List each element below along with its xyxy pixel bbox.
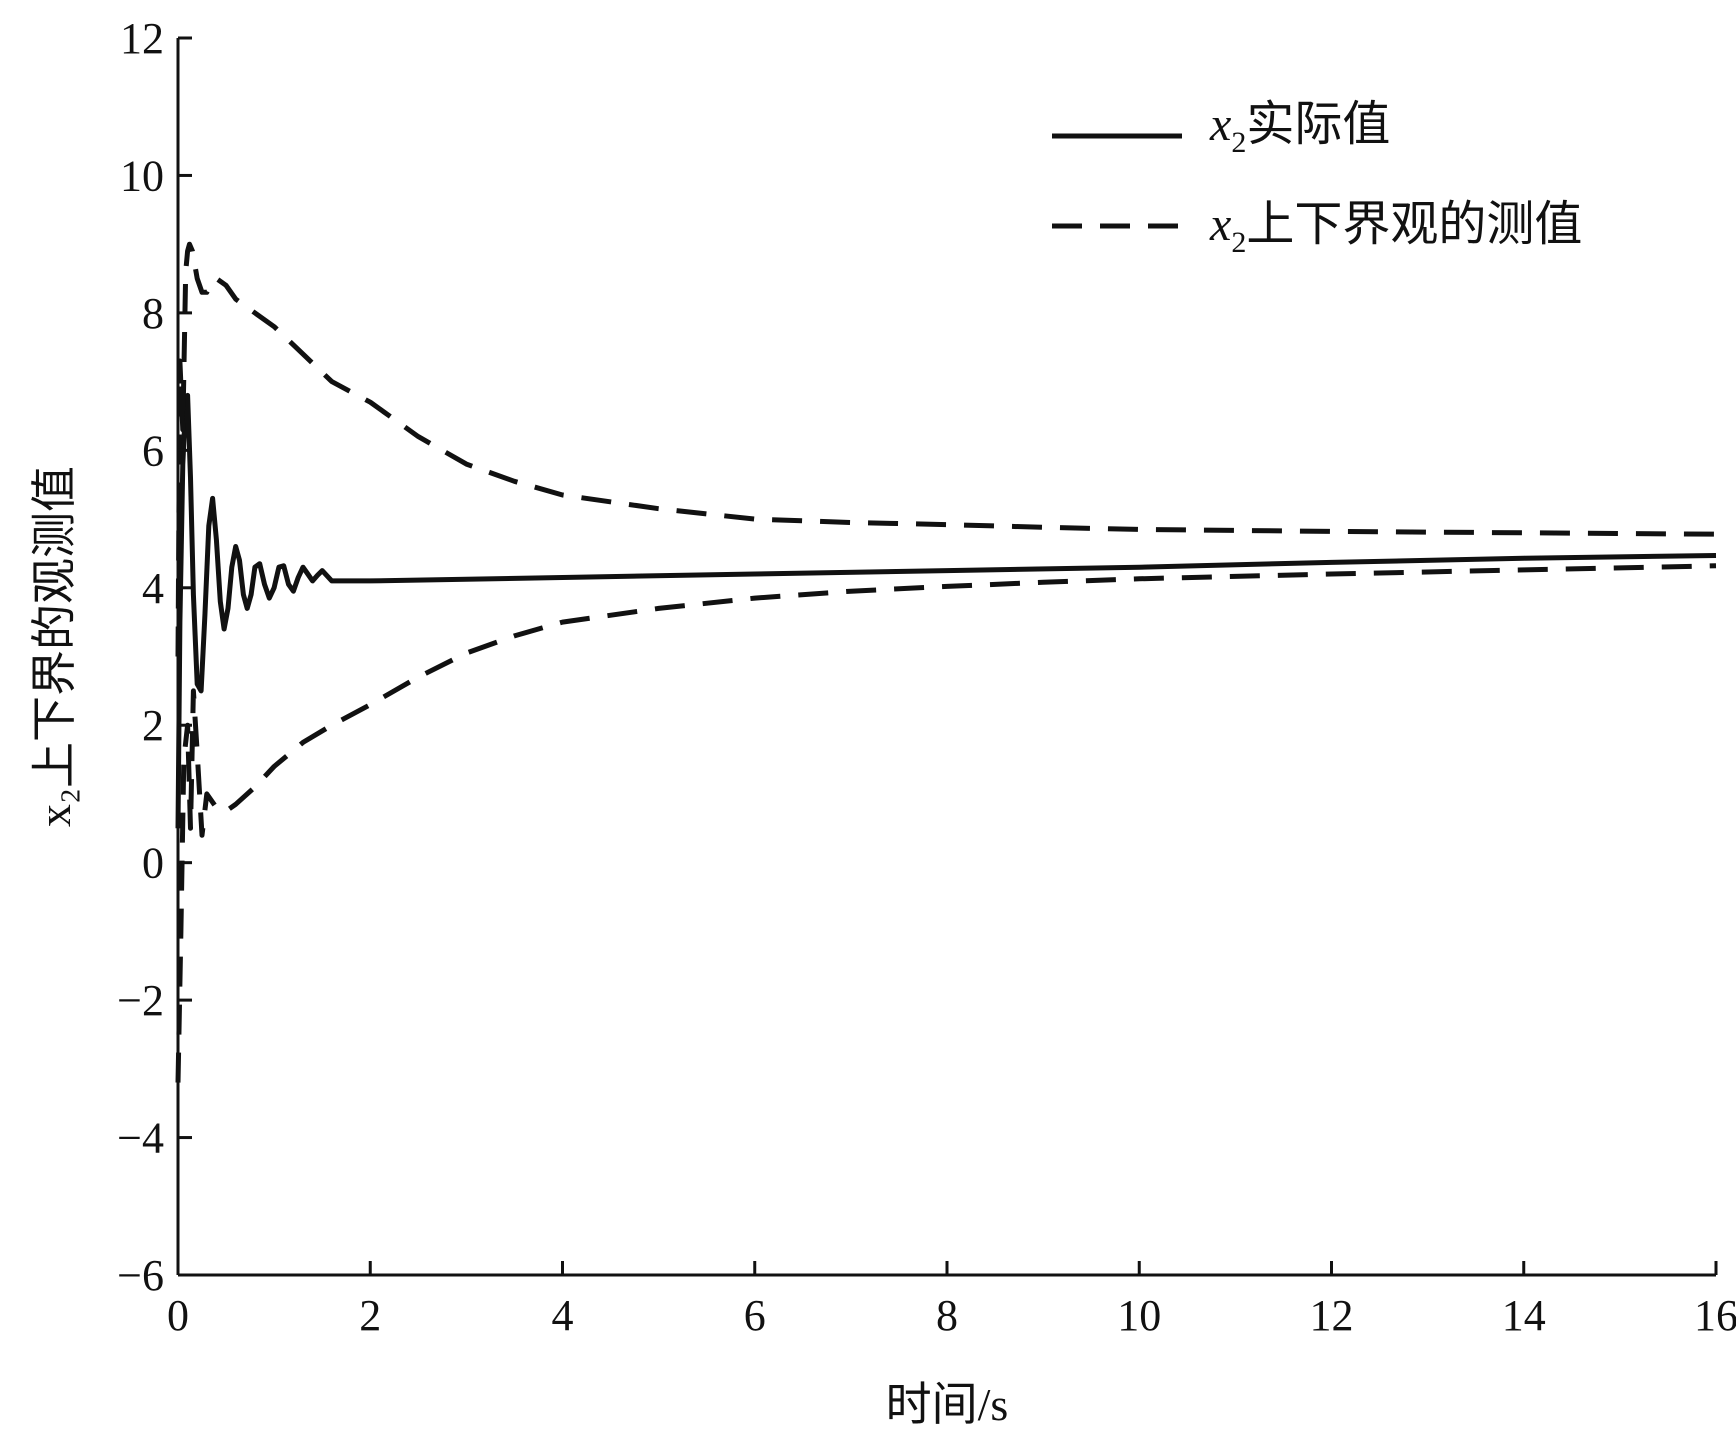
y-tick-label: −6	[117, 1251, 164, 1300]
legend-subscript: 2	[1231, 226, 1246, 259]
y-tick-label: −2	[117, 976, 164, 1025]
legend-label-bounds: x2上下界观的测值	[1209, 198, 1582, 259]
y-tick-label: 10	[120, 151, 164, 200]
legend: x2实际值 x2上下界观的测值	[1052, 98, 1582, 259]
x-tick-label: 10	[1117, 1291, 1161, 1340]
y-tick-label: 12	[120, 14, 164, 63]
x-tick-label: 6	[744, 1291, 766, 1340]
legend-var: x	[1209, 98, 1231, 151]
x-tick-label: 16	[1694, 1291, 1736, 1340]
series-line-dashed	[175, 241, 1717, 657]
legend-text: 上下界观的测值	[1246, 198, 1582, 251]
series-line-dashed	[175, 563, 1717, 1083]
legend-subscript: 2	[1231, 126, 1246, 159]
y-tick-label: 0	[142, 839, 164, 888]
y-tick-label: 2	[142, 701, 164, 750]
x-tick-label: 0	[167, 1291, 189, 1340]
y-tick-label: 8	[142, 289, 164, 338]
y-axis-ticks: −6 −4 −2 0 2 4 6 8 10 12	[117, 14, 192, 1300]
x-axis-title: 时间/s	[886, 1379, 1009, 1430]
series-layer	[175, 241, 1717, 1083]
y-tick-label: 6	[142, 426, 164, 475]
y-tick-label: −4	[117, 1114, 164, 1163]
legend-label-actual: x2实际值	[1209, 98, 1390, 159]
series-line-solid	[175, 392, 1717, 829]
x-tick-label: 2	[359, 1291, 381, 1340]
x-tick-label: 12	[1310, 1291, 1354, 1340]
x-tick-label: 4	[552, 1291, 574, 1340]
x-tick-label: 8	[936, 1291, 958, 1340]
y-tick-label: 4	[142, 564, 164, 613]
y-axis-title: x₂上下界的观测值	[29, 466, 80, 827]
x-tick-label: 14	[1502, 1291, 1546, 1340]
legend-var: x	[1209, 198, 1231, 251]
plot-area: 0 2 4 6 8 10 12 14 16 −6 −4 −2 0 2 4 6 8 10 12	[117, 14, 1736, 1340]
x-axis-ticks: 0 2 4 6 8 10 12 14 16	[167, 1261, 1736, 1340]
legend-text: 实际值	[1246, 98, 1390, 151]
